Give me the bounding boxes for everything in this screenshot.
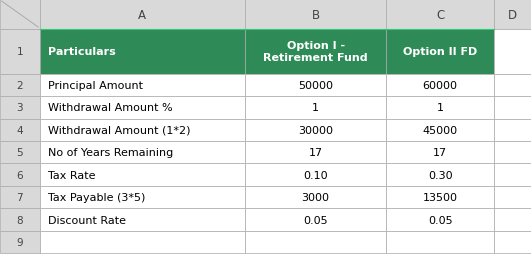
Text: Withdrawal Amount (1*2): Withdrawal Amount (1*2) <box>48 125 190 135</box>
Text: Withdrawal Amount %: Withdrawal Amount % <box>48 103 173 113</box>
Bar <box>494 30 531 74</box>
Bar <box>387 30 494 74</box>
Bar <box>40 231 245 253</box>
Text: C: C <box>436 9 444 21</box>
Bar <box>245 97 387 119</box>
Bar <box>245 186 387 209</box>
Text: 7: 7 <box>16 192 23 202</box>
Bar <box>245 209 387 231</box>
Bar <box>494 141 531 164</box>
Text: 0.30: 0.30 <box>428 170 452 180</box>
Bar <box>494 119 531 141</box>
Text: Principal Amount: Principal Amount <box>48 81 143 91</box>
Text: 1: 1 <box>16 47 23 57</box>
Text: 8: 8 <box>16 215 23 225</box>
Bar <box>494 209 531 231</box>
Bar <box>245 164 387 186</box>
Bar <box>387 0 494 30</box>
Text: 50000: 50000 <box>298 81 333 91</box>
Bar <box>0 30 40 74</box>
Text: Option I -
Retirement Fund: Option I - Retirement Fund <box>263 41 368 63</box>
Text: Tax Payable (3*5): Tax Payable (3*5) <box>48 192 145 202</box>
Text: 30000: 30000 <box>298 125 333 135</box>
Bar <box>40 97 245 119</box>
Text: 1: 1 <box>436 103 443 113</box>
Bar <box>245 74 387 97</box>
Bar <box>40 74 245 97</box>
Text: 0.10: 0.10 <box>303 170 328 180</box>
Bar <box>494 74 531 97</box>
Bar <box>0 0 40 30</box>
Text: 5: 5 <box>16 148 23 158</box>
Text: 13500: 13500 <box>423 192 458 202</box>
Text: 3000: 3000 <box>302 192 330 202</box>
Text: A: A <box>139 9 147 21</box>
Text: 6: 6 <box>16 170 23 180</box>
Bar <box>387 231 494 253</box>
Bar <box>40 164 245 186</box>
Bar <box>40 119 245 141</box>
Bar <box>494 97 531 119</box>
Text: 2: 2 <box>16 81 23 91</box>
Bar <box>245 231 387 253</box>
Text: Option II FD: Option II FD <box>403 47 477 57</box>
Text: 0.05: 0.05 <box>428 215 452 225</box>
Bar <box>245 0 387 30</box>
Bar <box>245 119 387 141</box>
Bar <box>40 30 245 74</box>
Bar <box>0 231 40 253</box>
Bar <box>387 164 494 186</box>
Bar <box>387 209 494 231</box>
Bar <box>40 141 245 164</box>
Bar <box>40 0 245 30</box>
Text: 17: 17 <box>433 148 447 158</box>
Text: Particulars: Particulars <box>48 47 116 57</box>
Bar <box>0 141 40 164</box>
Bar <box>0 74 40 97</box>
Text: B: B <box>312 9 320 21</box>
Text: No of Years Remaining: No of Years Remaining <box>48 148 173 158</box>
Bar <box>40 186 245 209</box>
Text: 45000: 45000 <box>423 125 458 135</box>
Bar <box>387 97 494 119</box>
Bar <box>0 164 40 186</box>
Bar <box>245 141 387 164</box>
Bar <box>494 164 531 186</box>
Bar <box>494 231 531 253</box>
Text: 60000: 60000 <box>423 81 458 91</box>
Bar <box>387 186 494 209</box>
Bar <box>0 97 40 119</box>
Text: D: D <box>508 9 517 21</box>
Text: 9: 9 <box>16 237 23 247</box>
Text: 3: 3 <box>16 103 23 113</box>
Text: Tax Rate: Tax Rate <box>48 170 95 180</box>
Text: 4: 4 <box>16 125 23 135</box>
Bar <box>0 186 40 209</box>
Bar <box>387 119 494 141</box>
Text: 17: 17 <box>309 148 323 158</box>
Text: Discount Rate: Discount Rate <box>48 215 126 225</box>
Bar <box>0 209 40 231</box>
Bar <box>494 0 531 30</box>
Bar <box>494 186 531 209</box>
Bar <box>387 74 494 97</box>
Bar <box>245 30 387 74</box>
Text: 0.05: 0.05 <box>303 215 328 225</box>
Bar <box>0 119 40 141</box>
Bar <box>387 141 494 164</box>
Text: 1: 1 <box>312 103 319 113</box>
Bar <box>40 209 245 231</box>
